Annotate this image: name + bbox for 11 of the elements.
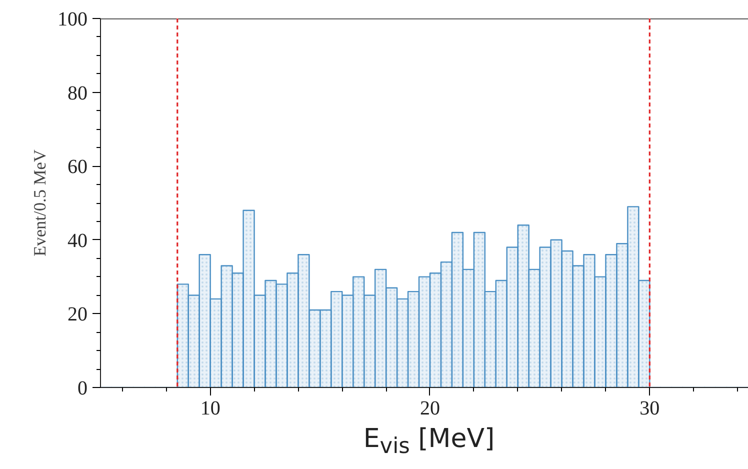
x-tick-label: 10 — [200, 398, 220, 420]
x-axis-title: E$_{vis}$ [MeV] — [362, 424, 496, 462]
y-tick-label: 80 — [68, 82, 88, 104]
y-axis-title: Event/0.5 MeV — [30, 149, 50, 256]
y-tick-label: 60 — [68, 156, 88, 178]
x-tick-label: 20 — [420, 398, 440, 420]
y-tick-label: 0 — [78, 378, 88, 400]
y-tick-label: 100 — [58, 8, 88, 30]
x-tick-label: 30 — [640, 398, 660, 420]
y-tick-label: 40 — [68, 230, 88, 252]
y-tick-label: 20 — [68, 304, 88, 326]
